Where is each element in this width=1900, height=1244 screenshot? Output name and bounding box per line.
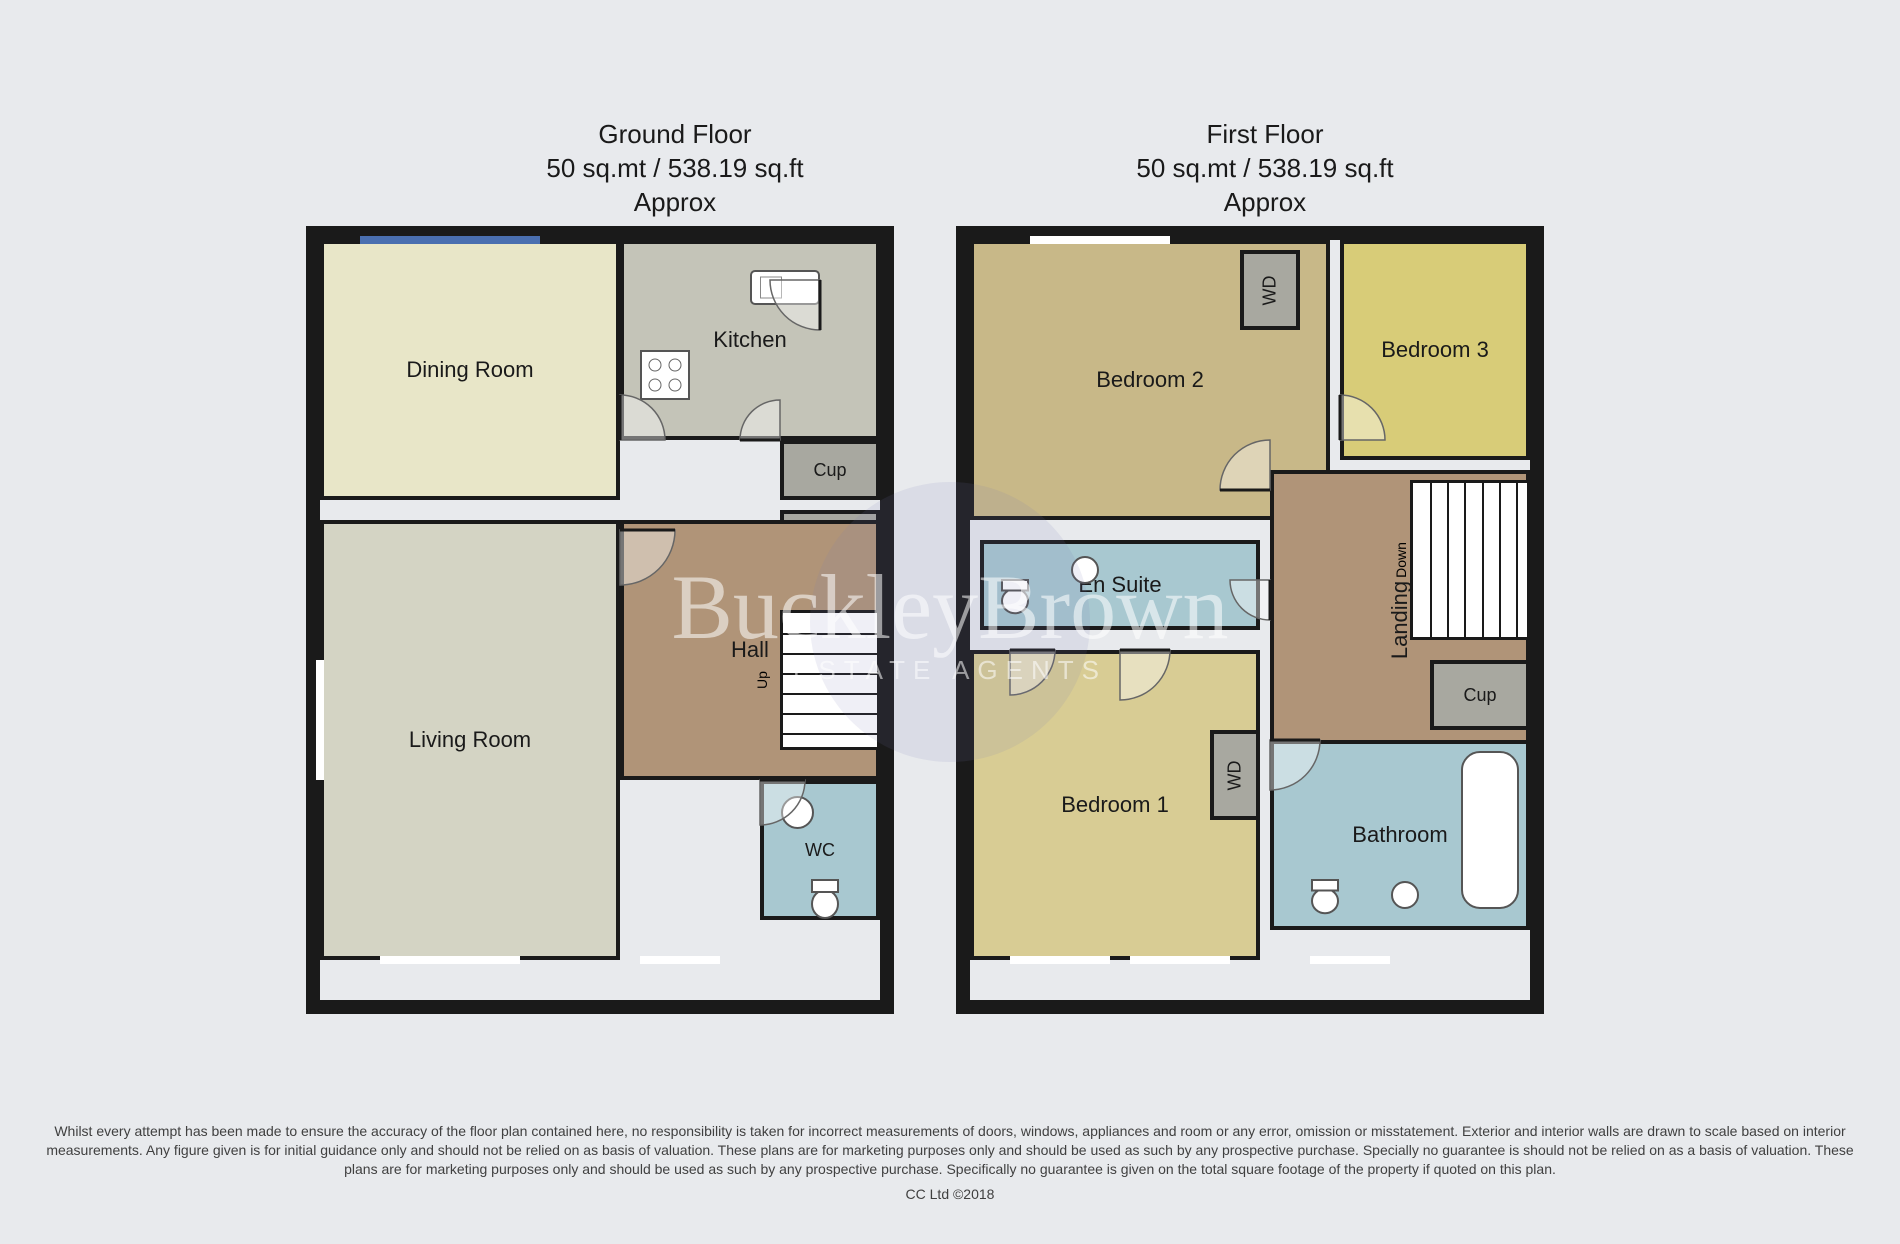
door-arc (620, 395, 665, 440)
room-wd: WD (1210, 730, 1260, 820)
door-arc (740, 400, 780, 440)
room-label: Bedroom 3 (1381, 337, 1489, 363)
room-living-room: Living Room (320, 520, 620, 960)
window (1310, 956, 1390, 964)
room-label: Bedroom 1 (1061, 792, 1169, 818)
room-label: WC (805, 840, 835, 861)
floor-title-0: Ground Floor50 sq.mt / 538.19 sq.ftAppro… (525, 118, 825, 219)
room-label: Kitchen (713, 327, 786, 353)
room-label: Cup (1463, 685, 1496, 706)
floor-plan-0: Dining RoomKitchenCupCupLiving RoomHallW… (320, 240, 880, 1000)
stair-label: Down (1393, 542, 1409, 578)
disclaimer-text: Whilst every attempt has been made to en… (46, 1123, 1853, 1177)
room-label: Living Room (409, 727, 531, 753)
window (360, 236, 540, 244)
door-arc (1270, 740, 1320, 790)
door-arc (1220, 440, 1270, 490)
door-arc (620, 530, 675, 585)
window (1030, 236, 1170, 244)
copyright: CC Ltd ©2018 (40, 1185, 1860, 1204)
window (1130, 956, 1230, 964)
room-label: Hall (731, 637, 769, 663)
disclaimer-block: Whilst every attempt has been made to en… (40, 1122, 1860, 1204)
hob-icon (640, 350, 690, 400)
room-label: WD (1260, 275, 1281, 305)
room-cup: Cup (780, 440, 880, 500)
floorplan-canvas: BuckleyBrown ESTATE AGENTS Ground Floor5… (0, 0, 1900, 1244)
door-arc (1230, 580, 1270, 620)
window (316, 660, 324, 780)
window (640, 956, 720, 964)
door-arc (760, 780, 805, 825)
room-cup: Cup (1430, 660, 1530, 730)
floor-title-1: First Floor50 sq.mt / 538.19 sq.ftApprox (1115, 118, 1415, 219)
bath-icon (1460, 750, 1520, 910)
stairs: Down (1410, 480, 1530, 640)
window (1010, 956, 1110, 964)
room-wd: WD (1240, 250, 1300, 330)
room-label: Cup (813, 460, 846, 481)
door-arc (1120, 650, 1170, 700)
toilet-icon (810, 880, 840, 920)
room-label: WD (1225, 760, 1246, 790)
window (380, 956, 520, 964)
toilet-icon (1310, 880, 1340, 915)
room-label: Dining Room (406, 357, 533, 383)
door-arc (1340, 395, 1385, 440)
room-label: Bedroom 2 (1096, 367, 1204, 393)
stair-label: Up (754, 671, 770, 689)
room-label: Bathroom (1352, 822, 1447, 848)
door-arc (770, 280, 820, 330)
basin-icon (1390, 880, 1420, 910)
watermark-circle (810, 482, 1090, 762)
room-dining-room: Dining Room (320, 240, 620, 500)
